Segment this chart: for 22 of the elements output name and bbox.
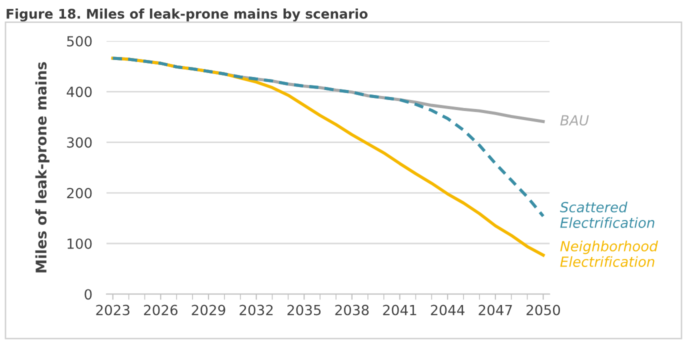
x-tick-label: 2026 xyxy=(144,304,178,316)
y-axis-title: Miles of leak-prone mains xyxy=(35,62,50,272)
x-tick-label: 2044 xyxy=(430,304,464,316)
y-tick-label: 400 xyxy=(66,86,92,98)
x-tick-label: 2047 xyxy=(478,304,512,316)
y-tick-label: 300 xyxy=(67,137,92,148)
x-tick-label: 2038 xyxy=(335,304,369,316)
x-tick-label: 2032 xyxy=(240,304,273,316)
x-tick-label: 2029 xyxy=(192,304,226,316)
y-tick-label: 200 xyxy=(67,188,92,198)
x-tick-label: 2023 xyxy=(96,304,130,316)
y-tick-label: 100 xyxy=(68,238,92,249)
x-tick-label: 2041 xyxy=(383,304,416,316)
line-series xyxy=(111,56,545,218)
chart-title: Figure 18. Miles of leak-prone mains by scenario xyxy=(6,8,368,22)
series-label: BAU xyxy=(560,115,589,126)
series-label: Scattered Electrification xyxy=(560,202,654,228)
y-tick-label: 0 xyxy=(84,289,92,300)
series-label: Neighborhood Electrification xyxy=(560,240,658,267)
x-tick-label: 2035 xyxy=(287,304,321,316)
x-tick-label: 2050 xyxy=(526,304,560,316)
y-tick-label: 500 xyxy=(67,36,92,47)
